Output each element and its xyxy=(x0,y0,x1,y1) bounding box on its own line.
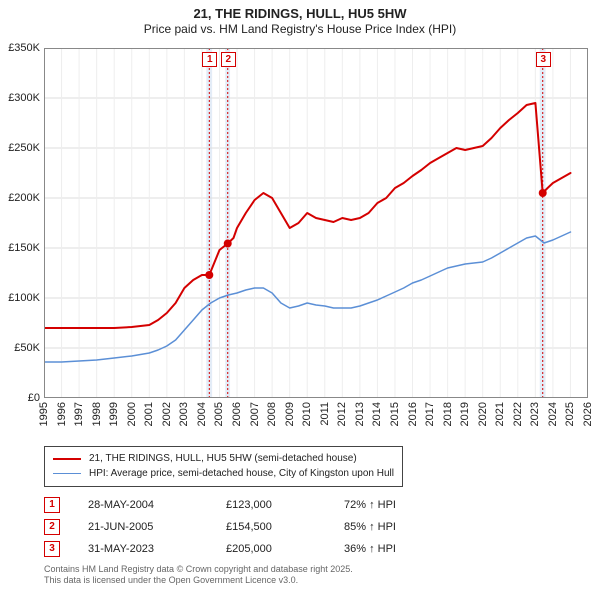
sale-row: 2 21-JUN-2005 £154,500 85% ↑ HPI xyxy=(44,516,454,538)
legend-label: HPI: Average price, semi-detached house,… xyxy=(89,466,394,481)
x-tick-label: 1999 xyxy=(108,402,120,426)
x-tick-label: 2003 xyxy=(178,402,190,426)
chart-title-line1: 21, THE RIDINGS, HULL, HU5 5HW xyxy=(0,0,600,22)
x-tick-label: 2012 xyxy=(336,402,348,426)
x-tick-label: 1995 xyxy=(38,402,50,426)
legend-swatch xyxy=(53,458,81,460)
legend-row: 21, THE RIDINGS, HULL, HU5 5HW (semi-det… xyxy=(53,451,394,466)
x-tick-label: 2014 xyxy=(371,402,383,426)
sale-row-pct: 36% ↑ HPI xyxy=(344,543,454,555)
x-tick-label: 1998 xyxy=(91,402,103,426)
sale-row-marker: 2 xyxy=(44,519,60,535)
sale-marker-2: 2 xyxy=(221,52,236,67)
sale-marker-3: 3 xyxy=(536,52,551,67)
x-tick-label: 2011 xyxy=(319,402,331,426)
legend-row: HPI: Average price, semi-detached house,… xyxy=(53,466,394,481)
legend-swatch xyxy=(53,473,81,474)
x-tick-label: 2025 xyxy=(564,402,576,426)
x-tick-label: 2000 xyxy=(126,402,138,426)
line-chart xyxy=(44,48,588,398)
x-axis: 1995199619971998199920002001200220032004… xyxy=(44,398,588,444)
x-tick-label: 2005 xyxy=(213,402,225,426)
sale-row-price: £154,500 xyxy=(226,521,316,533)
x-tick-label: 2021 xyxy=(494,402,506,426)
sale-row: 1 28-MAY-2004 £123,000 72% ↑ HPI xyxy=(44,494,454,516)
x-tick-label: 2001 xyxy=(143,402,155,426)
sale-row-price: £205,000 xyxy=(226,543,316,555)
x-tick-label: 2022 xyxy=(512,402,524,426)
x-tick-label: 2019 xyxy=(459,402,471,426)
sale-row-price: £123,000 xyxy=(226,499,316,511)
y-tick-label: £150K xyxy=(8,242,40,254)
sale-row-pct: 72% ↑ HPI xyxy=(344,499,454,511)
footer-line1: Contains HM Land Registry data © Crown c… xyxy=(44,564,353,575)
x-tick-label: 2006 xyxy=(231,402,243,426)
legend-label: 21, THE RIDINGS, HULL, HU5 5HW (semi-det… xyxy=(89,451,357,466)
y-tick-label: £250K xyxy=(8,142,40,154)
footer: Contains HM Land Registry data © Crown c… xyxy=(44,564,353,587)
x-tick-label: 2026 xyxy=(582,402,594,426)
x-tick-label: 2024 xyxy=(547,402,559,426)
x-tick-label: 1996 xyxy=(56,402,68,426)
y-tick-label: £100K xyxy=(8,292,40,304)
x-tick-label: 2009 xyxy=(284,402,296,426)
x-tick-label: 2015 xyxy=(389,402,401,426)
y-axis: £0£50K£100K£150K£200K£250K£300K£350K xyxy=(0,48,42,398)
x-tick-label: 2007 xyxy=(249,402,261,426)
x-tick-label: 2002 xyxy=(161,402,173,426)
y-tick-label: £300K xyxy=(8,92,40,104)
chart-area: 12 3 xyxy=(44,48,588,398)
footer-line2: This data is licensed under the Open Gov… xyxy=(44,575,353,586)
y-tick-label: £200K xyxy=(8,192,40,204)
x-tick-label: 2017 xyxy=(424,402,436,426)
x-tick-label: 1997 xyxy=(73,402,85,426)
x-tick-label: 2008 xyxy=(266,402,278,426)
x-tick-label: 2010 xyxy=(301,402,313,426)
x-tick-label: 2013 xyxy=(354,402,366,426)
page: 21, THE RIDINGS, HULL, HU5 5HW Price pai… xyxy=(0,0,600,590)
sales-list: 1 28-MAY-2004 £123,000 72% ↑ HPI 2 21-JUN-200… xyxy=(44,494,454,560)
sale-row: 3 31-MAY-2023 £205,000 36% ↑ HPI xyxy=(44,538,454,560)
sale-row-pct: 85% ↑ HPI xyxy=(344,521,454,533)
x-tick-label: 2016 xyxy=(407,402,419,426)
y-tick-label: £350K xyxy=(8,42,40,54)
x-tick-label: 2023 xyxy=(529,402,541,426)
sale-row-date: 31-MAY-2023 xyxy=(88,543,198,555)
sale-marker-1: 1 xyxy=(202,52,217,67)
x-tick-label: 2004 xyxy=(196,402,208,426)
sale-row-marker: 3 xyxy=(44,541,60,557)
chart-title-line2: Price paid vs. HM Land Registry's House … xyxy=(0,22,600,40)
x-tick-label: 2020 xyxy=(477,402,489,426)
sale-row-marker: 1 xyxy=(44,497,60,513)
x-tick-label: 2018 xyxy=(442,402,454,426)
sale-row-date: 28-MAY-2004 xyxy=(88,499,198,511)
y-tick-label: £50K xyxy=(14,342,40,354)
sale-row-date: 21-JUN-2005 xyxy=(88,521,198,533)
legend: 21, THE RIDINGS, HULL, HU5 5HW (semi-det… xyxy=(44,446,403,487)
